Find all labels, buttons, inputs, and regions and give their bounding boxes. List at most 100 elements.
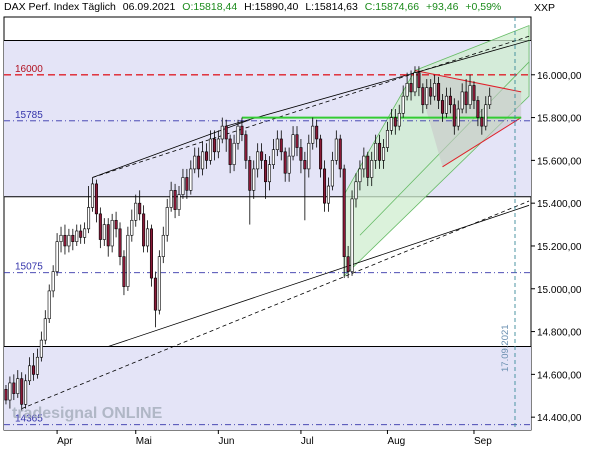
x-tick-label-Jun: Jun [218, 436, 234, 447]
y-tick-label: 15.200,00 [537, 242, 582, 253]
candle-body [216, 138, 220, 153]
candle-body [43, 318, 47, 341]
candle-body [35, 356, 39, 375]
candle-body [468, 85, 472, 106]
candle-body [464, 91, 468, 106]
upper-trendline-solid [226, 40, 530, 127]
candle-body [283, 151, 287, 174]
candle-body [201, 151, 205, 170]
candle-body [228, 138, 232, 165]
y-tick-label: 15.400,00 [537, 199, 582, 210]
candle-body [98, 213, 102, 240]
y-tick-label: 14.600,00 [537, 370, 582, 381]
candle-body [413, 72, 417, 93]
candle-body [393, 117, 397, 127]
candle-body [334, 138, 338, 161]
candle-body [362, 155, 366, 170]
y-tick-label: 15.000,00 [537, 285, 582, 296]
candle-body [71, 234, 75, 242]
candle-body [8, 382, 12, 401]
candle-body [94, 183, 98, 215]
candle-body [295, 134, 299, 148]
candle-body [311, 125, 315, 144]
candle-body [405, 83, 409, 97]
triangle-upper-edge [414, 70, 522, 93]
candle-body [409, 83, 413, 93]
candle-body [264, 160, 268, 183]
candle-body [189, 168, 193, 191]
watermark-logo: tradesignal ONLINE [12, 405, 163, 422]
candle-body [75, 230, 79, 242]
candle-body [110, 219, 114, 247]
y-tick-label: 14.400,00 [537, 413, 582, 424]
candle-body [146, 228, 150, 247]
candle-body [208, 138, 212, 161]
x-tick-label-Jul: Jul [301, 436, 314, 447]
candle-body [244, 134, 248, 161]
candle-body [366, 155, 370, 178]
candle-body [354, 181, 358, 200]
candle-body [138, 202, 142, 215]
candle-body [374, 142, 378, 161]
candle-body [476, 100, 480, 118]
candle-body [326, 185, 330, 204]
candle-body [51, 271, 55, 292]
candle-body [488, 95, 492, 106]
candle-body [193, 155, 197, 170]
candle-body [240, 125, 244, 135]
candle-body [173, 190, 177, 210]
header-bar: DAX Perf. Index Täglich 06.09.2021 O:158… [4, 1, 505, 13]
candle-body [220, 125, 224, 140]
candle-body [440, 100, 445, 114]
candle-body [185, 177, 189, 191]
candle-body [260, 151, 264, 161]
candle-body [134, 202, 138, 221]
header-instrument: DAX Perf. Index Täglich [4, 1, 116, 13]
candle-body [118, 228, 122, 257]
header-change-pct: +0,59% [465, 1, 502, 13]
header-change: +93,46 [426, 1, 459, 13]
level-label-15785: 15785 [15, 110, 43, 121]
candle-body [452, 104, 456, 127]
candle-body [346, 256, 350, 272]
candle-body [59, 234, 63, 242]
triangle-pattern [414, 70, 522, 167]
candle-body [338, 138, 342, 170]
candle-body [47, 290, 51, 320]
candle-body [291, 134, 295, 157]
candle-body [4, 389, 8, 401]
candle-body [425, 87, 429, 106]
candle-body [106, 224, 110, 247]
candle-body [307, 142, 311, 170]
y-tick-label: 15.600,00 [537, 156, 582, 167]
candle-body [55, 241, 59, 272]
candle-body [177, 194, 181, 210]
candle-body [315, 125, 319, 140]
candle-body [370, 160, 374, 178]
candle-body [303, 160, 307, 170]
lower-trendline-dashed [21, 200, 530, 409]
candle-body [267, 164, 271, 183]
candle-body [130, 219, 134, 236]
lower-trendline-solid [108, 204, 530, 347]
candle-body [330, 160, 334, 187]
candle-body [385, 130, 389, 148]
candle-body [63, 234, 67, 247]
candle-body [421, 87, 425, 106]
candle-body [224, 125, 228, 140]
level-label-16000: 16000 [15, 64, 43, 75]
candle-body [114, 219, 118, 230]
candle-body [279, 138, 283, 153]
candle-body [31, 365, 36, 375]
triangle-lower-edge [442, 117, 522, 168]
candle-body [197, 155, 201, 170]
candle-body [358, 168, 362, 183]
candle-body [252, 168, 256, 191]
date-marker-label: 17.09.2021 [500, 324, 511, 372]
candle-body [472, 85, 476, 101]
candle-body [319, 138, 323, 170]
candle-body [102, 224, 106, 240]
header-low: L:15814,63 [305, 1, 358, 13]
candle-body [275, 138, 279, 150]
shaded-band-1 [4, 346, 531, 430]
